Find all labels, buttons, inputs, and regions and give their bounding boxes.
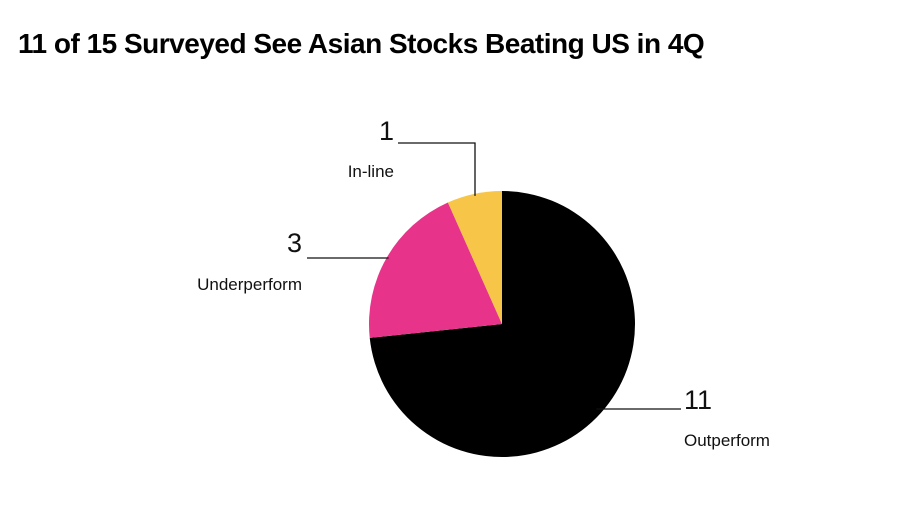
category-label-in-line: In-line: [348, 162, 394, 181]
leader-line-in-line: [398, 142, 476, 196]
category-label-underperform: Underperform: [197, 275, 302, 294]
pie-slice-outperform: [369, 191, 636, 457]
value-label-underperform: 3: [287, 228, 302, 258]
value-label-outperform: 11: [684, 385, 712, 415]
pie-slice-underperform: [369, 202, 502, 338]
chart-title: 11 of 15 Surveyed See Asian Stocks Beati…: [18, 28, 705, 59]
value-label-in-line: 1: [379, 116, 394, 146]
category-label-outperform: Outperform: [684, 431, 770, 450]
pie-slice-in-line: [447, 191, 502, 324]
